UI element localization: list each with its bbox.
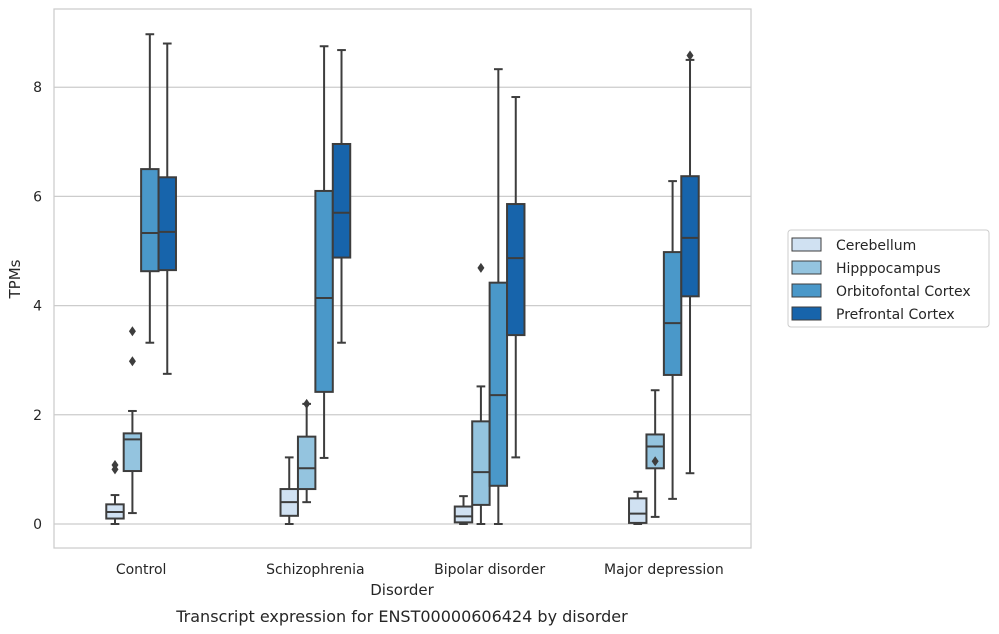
- box: [314, 189, 334, 393]
- box: [453, 505, 474, 524]
- outlier-point: [128, 356, 136, 367]
- box: [680, 175, 700, 298]
- box: [296, 435, 317, 491]
- outlier-point: [111, 460, 119, 471]
- legend-frame: [787, 229, 990, 328]
- legend-label: Hipppocampus: [836, 261, 941, 277]
- x-tick-labels: Control Schizophrenia Bipolar disorder Majo…: [116, 562, 724, 578]
- x-tick-label: Bipolar disorder: [434, 562, 545, 578]
- legend-swatch: [791, 237, 822, 252]
- y-tick-labels: 0 2 4 6 8: [33, 80, 42, 533]
- outlier-point: [477, 262, 485, 273]
- box-plot: [122, 326, 143, 515]
- box-plot: [506, 96, 526, 459]
- y-tick-label: 2: [33, 408, 42, 424]
- box-plot: [645, 389, 665, 518]
- box-plot: [157, 42, 177, 375]
- box-plot: [662, 180, 683, 500]
- legend-swatch: [791, 283, 822, 298]
- box: [506, 203, 526, 337]
- box-plot: [331, 49, 352, 344]
- outlier-point: [303, 398, 311, 409]
- plot-frame: [53, 8, 752, 549]
- box-plot: [680, 50, 700, 475]
- x-tick-label: Control: [116, 562, 167, 578]
- box-groups: [105, 33, 700, 525]
- outlier-point: [651, 456, 659, 467]
- y-tick-label: 4: [33, 299, 42, 315]
- box-plot: [105, 460, 125, 525]
- box-plot: [488, 68, 509, 525]
- box-plot: [314, 45, 334, 459]
- legend-swatch: [791, 260, 822, 275]
- y-tick-label: 0: [33, 517, 42, 533]
- y-tick-label: 8: [33, 80, 42, 96]
- x-axis-label: Disorder: [370, 581, 434, 599]
- box: [157, 176, 177, 272]
- box-plot: [279, 456, 299, 525]
- box-plot: [628, 490, 648, 525]
- legend-label: Prefrontal Cortex: [836, 307, 955, 323]
- series-cerebellum: [105, 456, 648, 525]
- box: [662, 251, 683, 376]
- outlier-point: [128, 326, 136, 337]
- series-orbitofontal-cortex: [140, 33, 683, 525]
- box: [628, 497, 648, 524]
- legend-label: Orbitofontal Cortex: [836, 284, 971, 300]
- box-plot: [471, 262, 491, 525]
- box: [140, 168, 160, 273]
- x-tick-label: Major depression: [604, 562, 724, 578]
- box-plot: [296, 398, 317, 504]
- box: [122, 432, 143, 473]
- series-prefrontal-cortex: [157, 42, 700, 475]
- box: [331, 142, 352, 259]
- plot-background: [54, 9, 751, 548]
- outlier-point: [686, 50, 694, 61]
- box: [645, 433, 665, 470]
- box: [471, 420, 491, 506]
- y-axis-label: TPMs: [6, 259, 24, 299]
- legend-swatch: [791, 306, 822, 321]
- box-plot: [453, 495, 474, 525]
- legend-label: Cerebellum: [836, 238, 916, 254]
- series-hipppocampus: [122, 262, 665, 525]
- y-tick-label: 6: [33, 189, 42, 205]
- box: [488, 281, 509, 487]
- figure-caption: Transcript expression for ENST0000060642…: [175, 607, 628, 626]
- x-tick-label: Schizophrenia: [266, 562, 364, 578]
- legend: Cerebellum Hipppocampus Orbitofontal Corte…: [787, 229, 990, 328]
